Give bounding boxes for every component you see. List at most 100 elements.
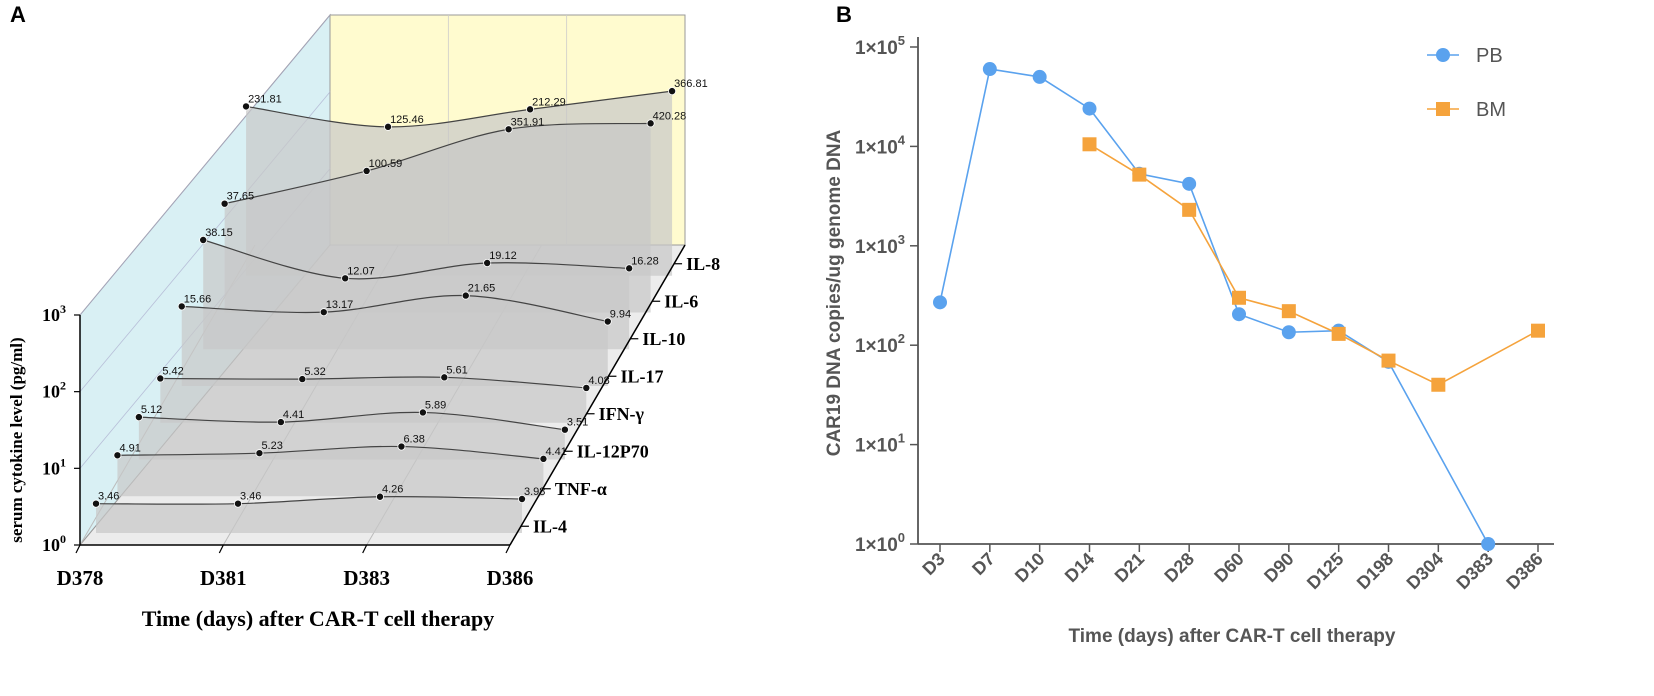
chart-b-y-tick-label: 1×103 xyxy=(855,232,905,258)
chart-b-x-tick-label: D28 xyxy=(1160,549,1197,586)
chart-b-point xyxy=(982,62,997,77)
chart-a-point xyxy=(341,274,350,283)
chart-a-point xyxy=(582,383,591,392)
chart-b-x-tick-label: D7 xyxy=(968,549,998,579)
chart-a-ylabel: serum cytokine level (pg/ml) xyxy=(7,337,26,542)
chart-a-series: 231.81 125.46 212.29 366.81 37.65 100.59 351.9… xyxy=(92,78,708,533)
chart-a-data-label: 3.46 xyxy=(98,491,119,503)
chart-a-y-tick-label: 100 xyxy=(42,532,66,555)
chart-a: 231.81 125.46 212.29 366.81 37.65 100.59 351.9… xyxy=(7,13,720,631)
chart-b-point xyxy=(1182,202,1197,217)
chart-a-data-label: 5.23 xyxy=(261,440,282,452)
chart-a-point xyxy=(220,199,229,208)
chart-a-series-label: IL-4 xyxy=(533,516,567,536)
chart-b-legend-label: PB xyxy=(1476,45,1503,67)
chart-a-point xyxy=(668,87,677,96)
chart-b-legend: PB BM xyxy=(1427,45,1506,121)
chart-a-data-label: 4.26 xyxy=(382,484,403,496)
chart-a-x-tick xyxy=(218,544,224,554)
chart-b-series xyxy=(933,62,1545,551)
chart-a-point xyxy=(461,291,470,300)
chart-a-axes xyxy=(79,244,686,546)
chart-a-ribbon xyxy=(138,412,565,460)
chart-a-data-label: 5.32 xyxy=(304,366,325,378)
chart-a-point xyxy=(418,408,427,417)
chart-a-point xyxy=(539,454,548,463)
chart-a-data-label: 5.42 xyxy=(162,365,183,377)
chart-a-series-labels: IL-8 IL-6 IL-10 IL-17 IFN-γ IL-12P70 TNF-α IL-4 xyxy=(520,254,720,536)
chart-a-data-label: 366.81 xyxy=(674,78,708,90)
chart-a-xlabel: Time (days) after CAR-T cell therapy xyxy=(142,606,495,631)
chart-a-series-label: IL-17 xyxy=(620,366,663,386)
chart-a-series-IL-17: 15.66 13.17 21.65 9.94 xyxy=(177,283,631,386)
chart-a-point xyxy=(440,373,449,382)
chart-b-point xyxy=(1232,290,1246,305)
chart-b-point xyxy=(1232,307,1246,322)
chart-a-point xyxy=(113,451,122,460)
chart-a-series-line xyxy=(224,122,651,205)
chart-b-legend-label: BM xyxy=(1476,99,1506,121)
chart-a-point xyxy=(646,119,655,128)
chart-a-series-line xyxy=(203,239,630,280)
chart-a-data-label: 100.59 xyxy=(369,158,403,170)
chart-a-wall-gridline xyxy=(79,14,331,316)
chart-b-x-ticks: D3 D7 D10 D14 D21 D28 D60 D90 D125 D198 D304 D383 D3… xyxy=(918,544,1547,594)
chart-b-y-tick-label: 1×105 xyxy=(855,33,905,59)
chart-a-point xyxy=(526,105,535,114)
chart-a-data-label: 37.65 xyxy=(227,191,255,203)
chart-a-y-tick-label: 102 xyxy=(42,379,66,402)
chart-b-point xyxy=(1431,377,1446,392)
chart-b-legend-marker xyxy=(1436,48,1450,62)
chart-b-point xyxy=(1531,323,1545,338)
chart-b-y-tick-label: 1×100 xyxy=(855,530,905,556)
chart-a-x-tick-label: D381 xyxy=(200,566,247,590)
chart-a-x-tick xyxy=(505,544,511,554)
chart-a-x-ticks: D378 D381 D383 D386 xyxy=(57,544,533,590)
chart-a-data-label: 15.66 xyxy=(184,293,212,305)
chart-b-series-line xyxy=(939,68,1489,545)
chart-a-point xyxy=(362,166,371,175)
chart-b-series-PB xyxy=(933,62,1496,551)
chart-a-data-label: 13.17 xyxy=(326,299,354,311)
chart-a-series-TNF-α: 4.91 5.23 6.38 4.41 xyxy=(113,434,567,497)
chart-b-y-tick-label: 1×104 xyxy=(855,132,906,158)
chart-b-y-tick-label: 1×101 xyxy=(855,431,905,457)
chart-a-point xyxy=(298,375,307,384)
chart-b-point xyxy=(1281,304,1296,319)
chart-a-data-label: 420.28 xyxy=(653,110,687,122)
chart-a-data-label: 3.98 xyxy=(524,486,545,498)
chart-a-point xyxy=(276,418,285,427)
chart-a-x-tick-label: D378 xyxy=(57,566,104,590)
chart-a-series-label: IL-10 xyxy=(642,329,685,349)
chart-b-x-tick-label: D386 xyxy=(1502,549,1547,594)
chart-b-x-tick-label: D383 xyxy=(1452,549,1497,594)
chart-a-series-label: IFN-γ xyxy=(599,404,645,424)
chart-b-x-tick-label: D10 xyxy=(1011,549,1048,586)
chart-a-data-label: 212.29 xyxy=(532,96,566,108)
chart-a-data-label: 21.65 xyxy=(468,283,496,295)
chart-a-series-label: IL-8 xyxy=(686,254,720,274)
chart-a-point xyxy=(397,442,406,451)
chart-b-series-BM xyxy=(1082,137,1545,392)
chart-b-ylabel: CAR19 DNA copies/ug genome DNA xyxy=(824,129,845,456)
chart-a-ribbon xyxy=(96,496,522,533)
chart-a-point xyxy=(375,492,384,501)
chart-a-x-tick xyxy=(75,544,81,554)
chart-a-data-label: 351.91 xyxy=(511,116,545,128)
chart-a-point xyxy=(134,413,143,422)
chart-a-data-label: 16.28 xyxy=(631,255,659,267)
chart-b-point xyxy=(1182,176,1197,191)
chart-a-ribbon xyxy=(181,295,608,386)
chart-a-data-label: 3.46 xyxy=(240,491,261,503)
chart-a-y-ticks: 100 101 102 103 xyxy=(42,302,80,555)
chart-a-data-label: 9.94 xyxy=(610,309,631,321)
chart-a-y-tick-label: 103 xyxy=(42,302,66,325)
chart-b-axes xyxy=(917,37,1554,545)
chart-b-point xyxy=(1281,325,1296,340)
chart-a-point xyxy=(177,302,186,311)
chart-a-point xyxy=(242,102,251,111)
chart-a-series-label: IL-12P70 xyxy=(577,441,649,461)
chart-a-ribbon xyxy=(160,376,587,423)
chart-a-series-line xyxy=(117,445,544,460)
